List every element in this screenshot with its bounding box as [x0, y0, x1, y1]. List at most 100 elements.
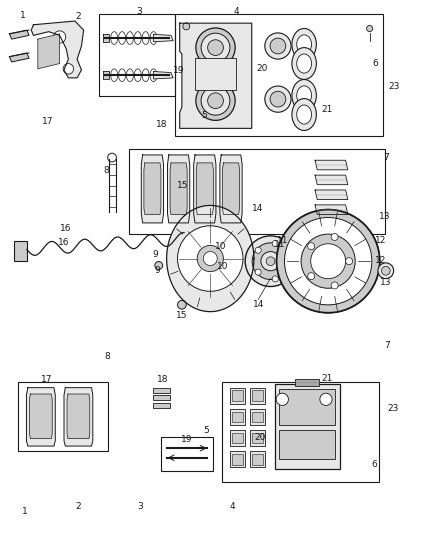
Circle shape — [266, 257, 275, 265]
Circle shape — [331, 282, 338, 289]
Text: 16: 16 — [60, 224, 71, 233]
Circle shape — [270, 38, 286, 54]
Ellipse shape — [297, 105, 311, 124]
Text: 13: 13 — [380, 278, 392, 287]
Text: 9: 9 — [153, 251, 159, 260]
Bar — [252, 390, 263, 401]
Bar — [130, 149, 385, 233]
Polygon shape — [180, 23, 252, 128]
Text: 9: 9 — [154, 266, 160, 275]
Circle shape — [197, 245, 223, 272]
Bar — [230, 430, 245, 446]
Circle shape — [320, 393, 332, 406]
Circle shape — [270, 91, 286, 107]
Polygon shape — [103, 71, 109, 79]
Bar — [232, 390, 243, 401]
Circle shape — [301, 234, 355, 288]
Text: 13: 13 — [379, 212, 391, 221]
Polygon shape — [220, 155, 242, 223]
Circle shape — [277, 209, 380, 313]
Text: 19: 19 — [173, 67, 184, 76]
Text: 10: 10 — [215, 242, 227, 251]
Text: 2: 2 — [76, 12, 81, 21]
Text: 15: 15 — [177, 181, 189, 190]
Ellipse shape — [292, 79, 316, 111]
Bar — [230, 387, 245, 403]
Circle shape — [272, 276, 278, 282]
Polygon shape — [223, 163, 240, 214]
Polygon shape — [38, 34, 60, 69]
Text: 7: 7 — [384, 341, 390, 350]
Text: 17: 17 — [41, 375, 52, 384]
Circle shape — [201, 86, 230, 115]
Text: 14: 14 — [253, 300, 264, 309]
Text: 8: 8 — [105, 352, 110, 361]
Circle shape — [346, 257, 353, 265]
Text: 10: 10 — [217, 262, 228, 271]
Polygon shape — [315, 190, 348, 199]
Polygon shape — [166, 205, 254, 312]
Circle shape — [177, 226, 243, 291]
Polygon shape — [10, 30, 29, 39]
Bar — [250, 409, 265, 425]
Circle shape — [208, 93, 223, 109]
Circle shape — [381, 266, 390, 275]
Bar — [252, 454, 263, 465]
Circle shape — [63, 63, 74, 74]
Bar — [232, 433, 243, 443]
Text: 16: 16 — [58, 238, 70, 247]
Circle shape — [265, 86, 291, 112]
Circle shape — [180, 235, 188, 243]
Text: 12: 12 — [375, 256, 386, 264]
Bar — [161, 437, 213, 471]
Polygon shape — [170, 163, 187, 214]
Text: 21: 21 — [321, 105, 333, 114]
Circle shape — [208, 40, 223, 55]
Circle shape — [272, 240, 278, 247]
Bar — [275, 384, 339, 470]
Polygon shape — [194, 155, 216, 223]
Polygon shape — [196, 163, 213, 214]
Text: 1: 1 — [22, 507, 28, 516]
Text: 11: 11 — [276, 237, 288, 246]
Text: 6: 6 — [372, 59, 378, 68]
Bar — [250, 430, 265, 446]
Polygon shape — [144, 163, 161, 214]
Bar — [223, 382, 379, 482]
Circle shape — [276, 393, 288, 406]
Circle shape — [53, 31, 66, 43]
Circle shape — [196, 28, 235, 67]
Polygon shape — [153, 34, 173, 42]
Text: 21: 21 — [321, 374, 333, 383]
Text: 2: 2 — [76, 502, 81, 511]
Ellipse shape — [297, 35, 311, 54]
Circle shape — [252, 243, 289, 279]
Text: 8: 8 — [103, 166, 109, 175]
Circle shape — [308, 273, 314, 280]
Circle shape — [245, 236, 296, 287]
Text: 4: 4 — [233, 7, 239, 16]
Text: 23: 23 — [387, 405, 399, 414]
Polygon shape — [67, 394, 90, 439]
Bar — [195, 58, 237, 90]
Circle shape — [255, 247, 261, 253]
Text: 17: 17 — [42, 117, 53, 126]
Circle shape — [283, 258, 289, 264]
Bar — [99, 14, 175, 96]
Bar — [152, 402, 170, 408]
Polygon shape — [103, 34, 109, 42]
Circle shape — [201, 33, 230, 62]
Polygon shape — [141, 155, 163, 223]
Circle shape — [277, 209, 380, 313]
Text: 5: 5 — [203, 426, 209, 434]
Bar — [279, 389, 335, 425]
Ellipse shape — [292, 47, 316, 79]
Circle shape — [261, 252, 280, 271]
Polygon shape — [315, 205, 348, 214]
Circle shape — [196, 81, 235, 120]
Polygon shape — [31, 21, 84, 78]
Polygon shape — [315, 175, 348, 184]
Text: 6: 6 — [371, 459, 377, 469]
Ellipse shape — [297, 86, 311, 105]
Text: 3: 3 — [138, 502, 143, 511]
